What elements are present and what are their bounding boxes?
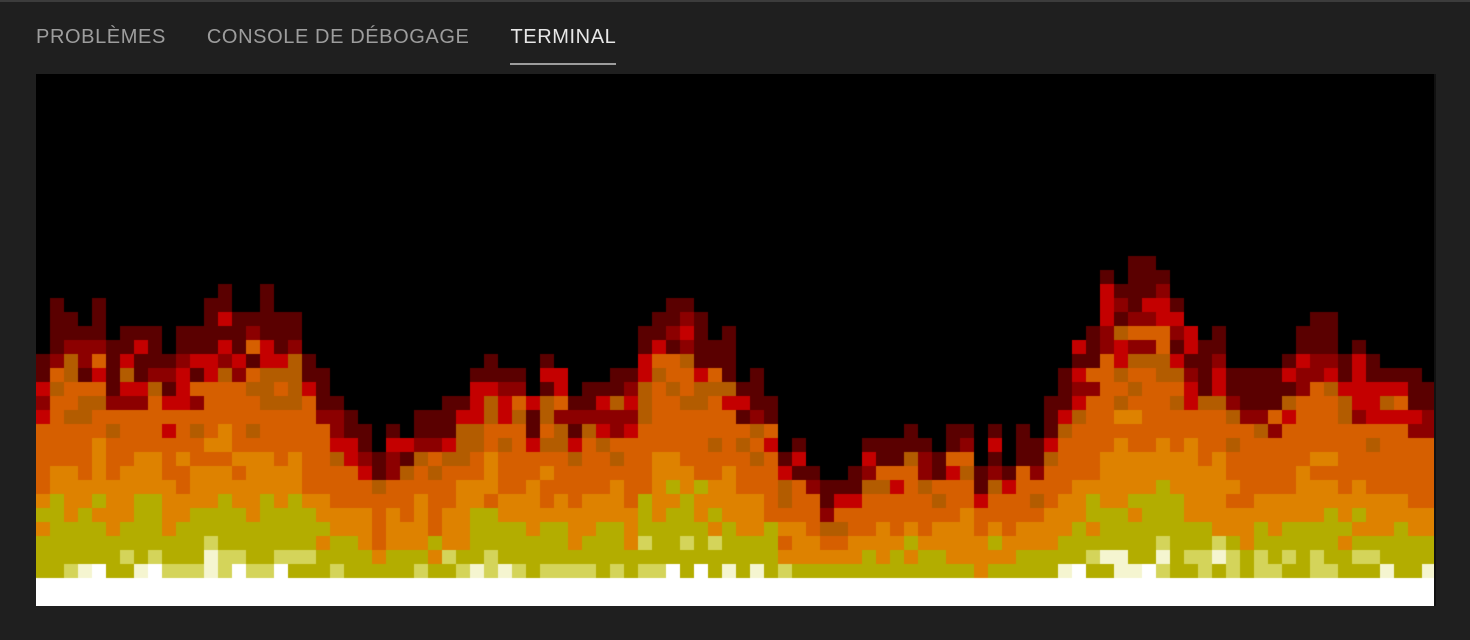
terminal-view[interactable]	[36, 74, 1436, 606]
terminal-scrollbar[interactable]	[1434, 74, 1436, 606]
panel-top-border	[0, 0, 1470, 2]
panel-tab-bar: PROBLÈMES CONSOLE DE DÉBOGAGE TERMINAL	[36, 22, 617, 66]
fire-animation	[36, 74, 1436, 606]
tab-problems[interactable]: PROBLÈMES	[36, 26, 166, 48]
tab-terminal[interactable]: TERMINAL	[510, 22, 617, 65]
tab-debug-console[interactable]: CONSOLE DE DÉBOGAGE	[206, 26, 470, 48]
